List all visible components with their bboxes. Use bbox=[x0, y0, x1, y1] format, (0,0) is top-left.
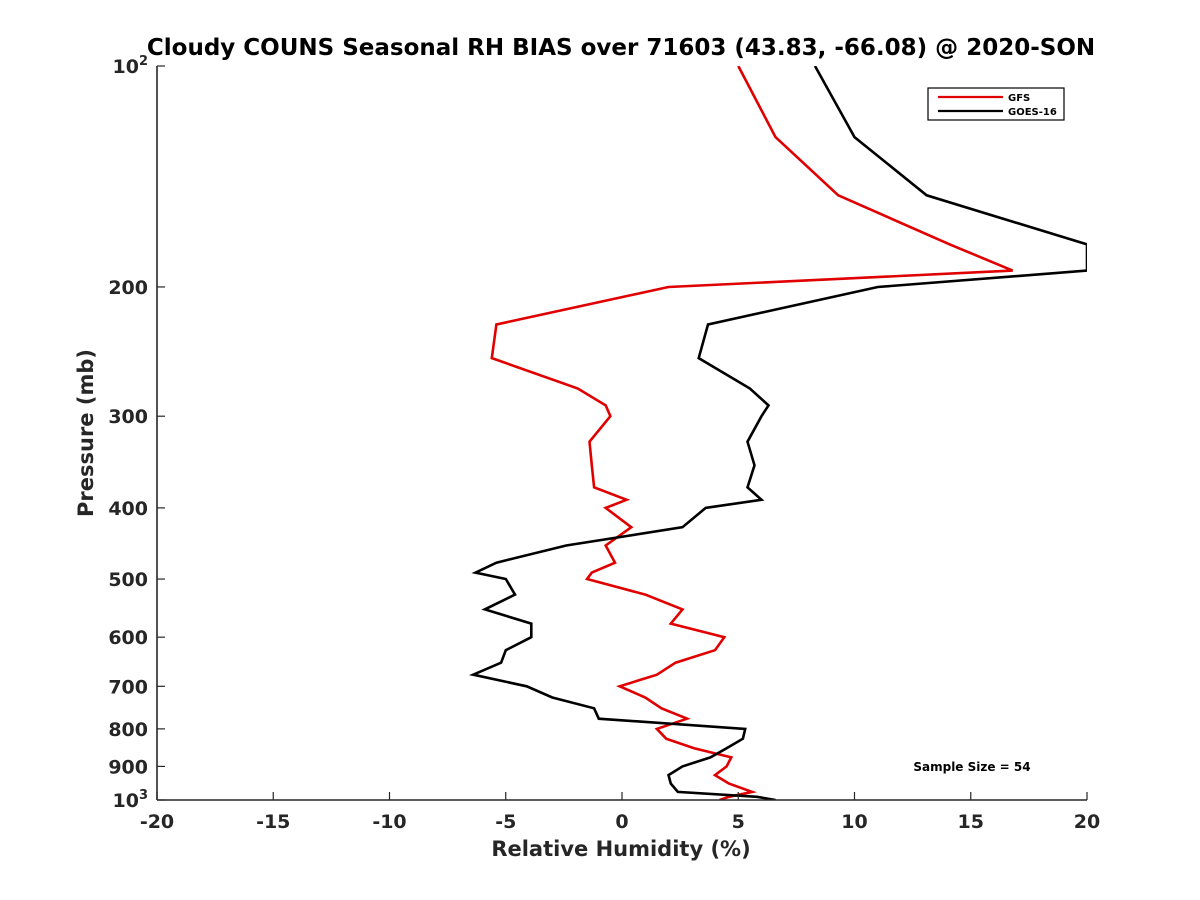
x-ticks: -20 -15 -10 -5 0 5 10 15 20 bbox=[140, 792, 1100, 833]
sample-size-annotation: Sample Size = 54 bbox=[913, 760, 1030, 774]
legend: GFS GOES-16 bbox=[927, 87, 1065, 121]
legend-label-gfs: GFS bbox=[1008, 93, 1030, 104]
y-tick-label: 200 bbox=[108, 277, 148, 299]
y-tick-label: 500 bbox=[108, 569, 148, 591]
y-ticks: 102 200 300 400 500 600 700 800 900 103 bbox=[108, 54, 165, 812]
legend-label-goes16: GOES-16 bbox=[1008, 107, 1057, 118]
y-tick-label: 400 bbox=[108, 498, 148, 520]
y-tick-label: 800 bbox=[108, 719, 148, 741]
x-tick-label: -10 bbox=[372, 811, 406, 833]
x-tick-label: -15 bbox=[256, 811, 290, 833]
series-layer bbox=[468, 66, 1087, 800]
x-tick-label: 20 bbox=[1074, 811, 1100, 833]
x-tick-label: -20 bbox=[140, 811, 174, 833]
series-line-gfs bbox=[490, 66, 1014, 800]
y-tick-label: 600 bbox=[108, 627, 148, 649]
y-axis-label: Pressure (mb) bbox=[74, 349, 98, 517]
series-line-goes16 bbox=[468, 66, 1087, 800]
x-tick-label: 5 bbox=[732, 811, 745, 833]
x-tick-label: 10 bbox=[841, 811, 867, 833]
x-tick-label: -5 bbox=[495, 811, 516, 833]
x-tick-label: 15 bbox=[958, 811, 984, 833]
y-tick-label: 300 bbox=[108, 406, 148, 428]
y-tick-label: 102 bbox=[113, 54, 149, 78]
x-tick-label: 0 bbox=[615, 811, 628, 833]
y-tick-label: 700 bbox=[108, 676, 148, 698]
y-tick-label: 103 bbox=[113, 788, 149, 812]
y-tick-label: 900 bbox=[108, 756, 148, 778]
legend-box bbox=[927, 87, 1065, 121]
chart-title: Cloudy COUNS Seasonal RH BIAS over 71603… bbox=[147, 35, 1095, 61]
x-axis-label: Relative Humidity (%) bbox=[491, 837, 750, 861]
